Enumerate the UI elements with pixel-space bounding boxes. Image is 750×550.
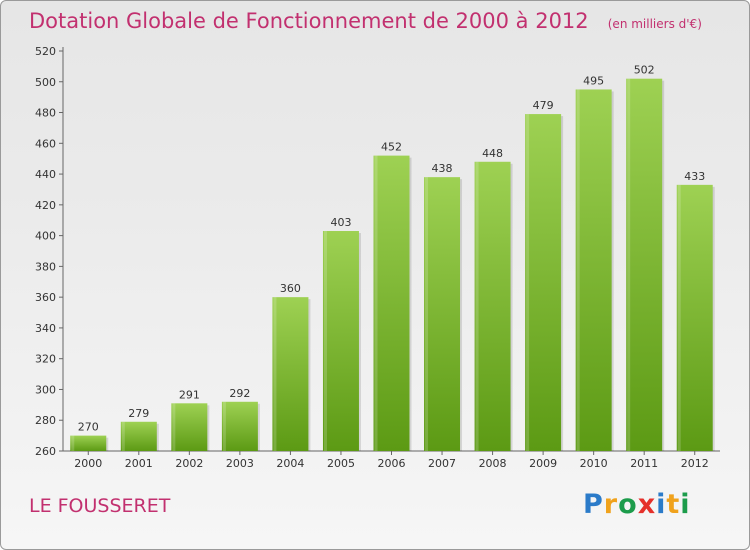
- x-tick-label: 2000: [74, 457, 102, 470]
- y-tick-label: 380: [35, 260, 56, 273]
- x-tick-label: 2003: [226, 457, 254, 470]
- y-tick-label: 340: [35, 322, 56, 335]
- bar-highlight: [121, 421, 125, 451]
- bar: [120, 421, 157, 451]
- bar-value-label: 360: [280, 282, 301, 295]
- y-tick-label: 500: [35, 76, 56, 89]
- y-tick-label: 300: [35, 383, 56, 396]
- x-tick-label: 2010: [580, 457, 608, 470]
- bar-highlight: [425, 177, 429, 451]
- logo-letter: t: [666, 489, 681, 520]
- bar-value-label: 291: [179, 388, 200, 401]
- x-tick-label: 2009: [529, 457, 557, 470]
- bar: [626, 78, 663, 451]
- bar-highlight: [222, 401, 226, 451]
- bar-highlight: [374, 155, 378, 451]
- bar-value-label: 270: [78, 421, 99, 434]
- x-tick-label: 2008: [479, 457, 507, 470]
- y-tick-label: 260: [35, 445, 56, 458]
- chart-title: Dotation Globale de Fonctionnement de 20…: [29, 9, 589, 33]
- bar-highlight: [172, 403, 176, 451]
- bar-highlight: [526, 114, 530, 452]
- bar-value-label: 438: [432, 162, 453, 175]
- y-tick-label: 520: [35, 45, 56, 58]
- y-tick-label: 480: [35, 107, 56, 120]
- x-tick-label: 2007: [428, 457, 456, 470]
- x-tick-label: 2001: [125, 457, 153, 470]
- y-tick-label: 420: [35, 199, 56, 212]
- bar: [171, 403, 208, 451]
- logo-letter: r: [603, 489, 619, 520]
- bar-highlight: [323, 231, 327, 451]
- y-tick-label: 320: [35, 353, 56, 366]
- logo-letter: o: [618, 489, 638, 520]
- proxiti-logo: Proxiti: [583, 489, 691, 520]
- y-tick-label: 400: [35, 230, 56, 243]
- x-tick-label: 2011: [630, 457, 658, 470]
- bar: [70, 435, 107, 451]
- bar: [221, 401, 258, 451]
- bar-highlight: [475, 161, 479, 451]
- bar: [424, 177, 461, 451]
- logo-letter: i: [656, 489, 667, 520]
- bar: [272, 297, 309, 451]
- bar: [575, 89, 612, 451]
- logo-letter: P: [583, 489, 604, 520]
- bar-value-label: 502: [634, 64, 655, 77]
- bar: [373, 155, 410, 451]
- bar-highlight: [273, 297, 277, 451]
- x-tick-label: 2006: [378, 457, 406, 470]
- bar-value-label: 495: [583, 74, 604, 87]
- y-tick-label: 280: [35, 414, 56, 427]
- y-tick-label: 360: [35, 291, 56, 304]
- x-tick-label: 2005: [327, 457, 355, 470]
- bar: [676, 184, 713, 451]
- bar-value-label: 433: [684, 170, 705, 183]
- bar-highlight: [576, 89, 580, 451]
- x-tick-label: 2002: [175, 457, 203, 470]
- x-tick-label: 2012: [681, 457, 709, 470]
- bar-value-label: 279: [128, 407, 149, 420]
- y-tick-label: 440: [35, 168, 56, 181]
- logo-letter: i: [680, 489, 691, 520]
- bar-value-label: 403: [330, 216, 351, 229]
- x-tick-label: 2004: [276, 457, 304, 470]
- y-tick-label: 460: [35, 137, 56, 150]
- bar: [525, 114, 562, 452]
- logo-letter: x: [637, 489, 657, 520]
- bar-highlight: [677, 184, 681, 451]
- bar: [474, 161, 511, 451]
- chart-title-block: Dotation Globale de Fonctionnement de 20…: [29, 9, 702, 33]
- commune-name: LE FOUSSERET: [29, 495, 171, 517]
- bar-highlight: [627, 78, 631, 451]
- bar-highlight: [71, 435, 75, 451]
- bar-value-label: 479: [533, 99, 554, 112]
- bar-value-label: 452: [381, 141, 402, 154]
- chart-unit: (en milliers d'€): [607, 17, 702, 31]
- bar-value-label: 292: [229, 387, 250, 400]
- bar: [322, 231, 359, 451]
- bar-value-label: 448: [482, 147, 503, 160]
